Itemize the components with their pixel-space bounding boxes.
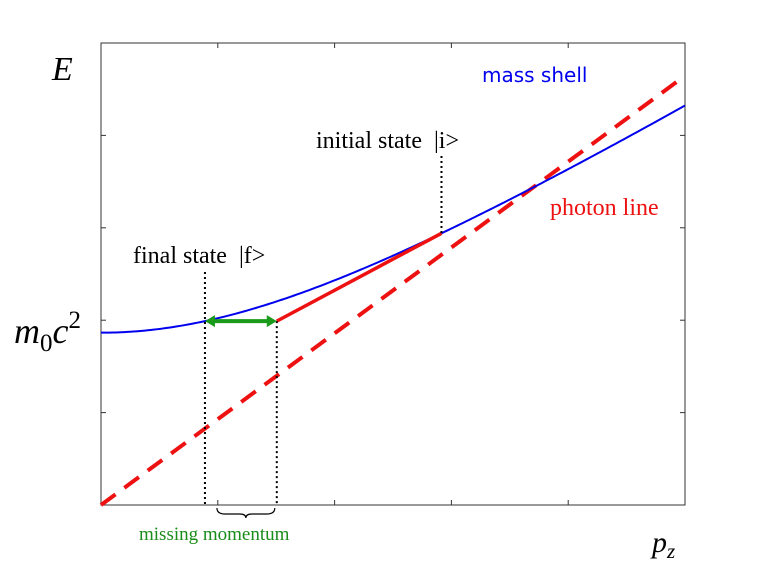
arrow-head-right bbox=[266, 315, 277, 328]
axis-ticks bbox=[101, 43, 685, 505]
rest-energy-sup: 2 bbox=[68, 307, 81, 334]
photon-line-label: photon line bbox=[550, 195, 659, 221]
x-axis-label: pz bbox=[650, 526, 675, 563]
final-state-label: final state |f> bbox=[133, 243, 265, 269]
rest-energy-m: m bbox=[14, 311, 40, 351]
rest-energy-sub: 0 bbox=[40, 330, 53, 357]
arrow-head-left bbox=[204, 315, 215, 328]
missing-momentum-arrow bbox=[204, 315, 277, 328]
y-axis-label: E bbox=[51, 51, 73, 88]
missing-momentum-label: missing momentum bbox=[139, 524, 290, 545]
x-axis-label-sub: z bbox=[666, 539, 675, 563]
mass-shell-label: mass shell bbox=[482, 63, 587, 87]
missing-momentum-brace bbox=[216, 507, 276, 519]
rest-energy-c: c bbox=[53, 311, 69, 351]
initial-state-label: initial state |i> bbox=[316, 128, 459, 154]
rest-energy-label: m0c2 bbox=[14, 307, 81, 357]
x-axis-label-base: p bbox=[650, 526, 667, 559]
mass-shell-series bbox=[100, 104, 686, 334]
photon-line-series bbox=[99, 74, 687, 507]
plot-frame bbox=[100, 42, 686, 506]
transition-line bbox=[275, 231, 443, 323]
